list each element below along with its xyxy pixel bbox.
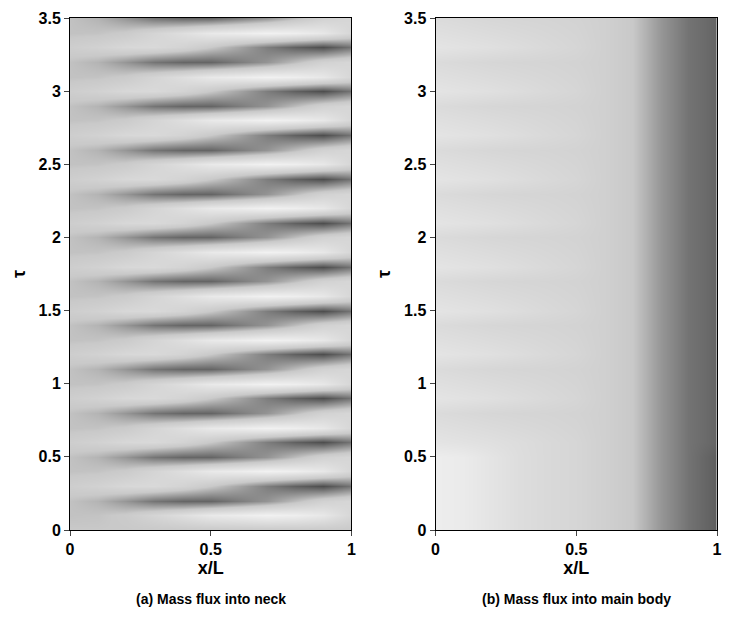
svg-text:0.5: 0.5: [565, 541, 587, 558]
svg-text:2.5: 2.5: [404, 156, 426, 173]
svg-text:1: 1: [347, 541, 356, 558]
svg-text:(b) Mass flux into main body: (b) Mass flux into main body: [482, 591, 671, 607]
svg-text:0: 0: [66, 541, 75, 558]
svg-text:3.5: 3.5: [404, 10, 426, 27]
svg-text:1.5: 1.5: [404, 302, 426, 319]
svg-text:0: 0: [417, 522, 426, 539]
svg-text:x/L: x/L: [198, 558, 224, 578]
svg-text:2: 2: [52, 229, 61, 246]
svg-text:3: 3: [417, 83, 426, 100]
svg-text:0.5: 0.5: [200, 541, 222, 558]
svg-text:3.5: 3.5: [39, 10, 61, 27]
svg-text:2.5: 2.5: [39, 156, 61, 173]
svg-text:0: 0: [431, 541, 440, 558]
svg-text:0.5: 0.5: [404, 448, 426, 465]
svg-text:(a) Mass flux into neck: (a) Mass flux into neck: [136, 591, 286, 607]
svg-text:1: 1: [52, 375, 61, 392]
svg-text:2: 2: [417, 229, 426, 246]
svg-text:τ: τ: [9, 270, 29, 278]
svg-text:1.5: 1.5: [39, 302, 61, 319]
svg-text:3: 3: [52, 83, 61, 100]
svg-text:1: 1: [417, 375, 426, 392]
svg-text:1: 1: [713, 541, 722, 558]
svg-text:0: 0: [52, 522, 61, 539]
svg-text:τ: τ: [374, 270, 394, 278]
svg-text:0.5: 0.5: [39, 448, 61, 465]
svg-text:x/L: x/L: [563, 558, 589, 578]
